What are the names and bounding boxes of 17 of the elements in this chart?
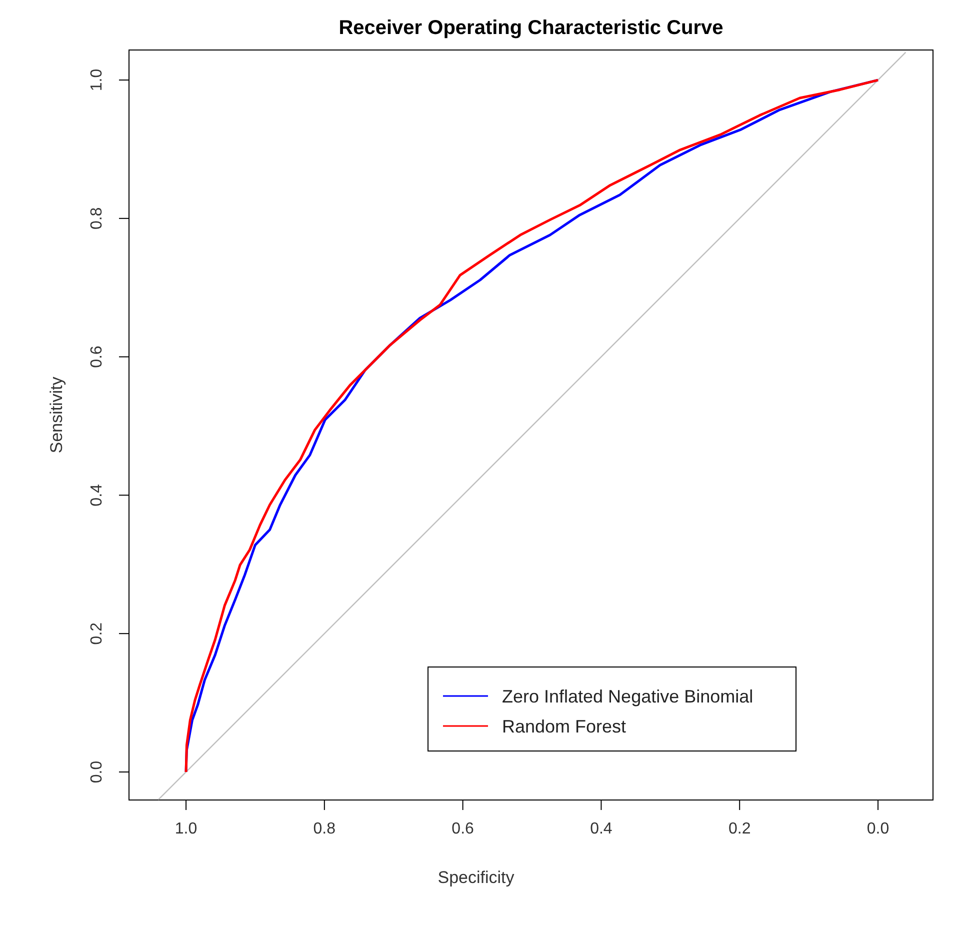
x-axis-title: Specificity xyxy=(438,868,515,887)
legend-label: Random Forest xyxy=(502,716,626,736)
y-tick-label: 0.2 xyxy=(88,622,106,645)
x-tick-label: 0.8 xyxy=(313,820,336,838)
y-tick-label: 1.0 xyxy=(88,68,106,92)
x-tick-label: 0.4 xyxy=(590,820,612,838)
y-tick-label: 0.8 xyxy=(88,207,106,230)
y-tick-label: 0.6 xyxy=(88,346,106,368)
x-tick-label: 0.6 xyxy=(452,820,474,838)
legend-label: Zero Inflated Negative Binomial xyxy=(502,686,754,706)
x-tick-label: 1.0 xyxy=(174,820,198,838)
y-tick-label: 0.0 xyxy=(88,760,106,784)
y-axis-title: Sensitivity xyxy=(47,376,66,454)
x-tick-label: 0.2 xyxy=(728,820,751,838)
chart-title: Receiver Operating Characteristic Curve xyxy=(338,17,724,39)
x-tick-label: 0.0 xyxy=(866,820,890,838)
y-tick-label: 0.4 xyxy=(88,484,106,506)
